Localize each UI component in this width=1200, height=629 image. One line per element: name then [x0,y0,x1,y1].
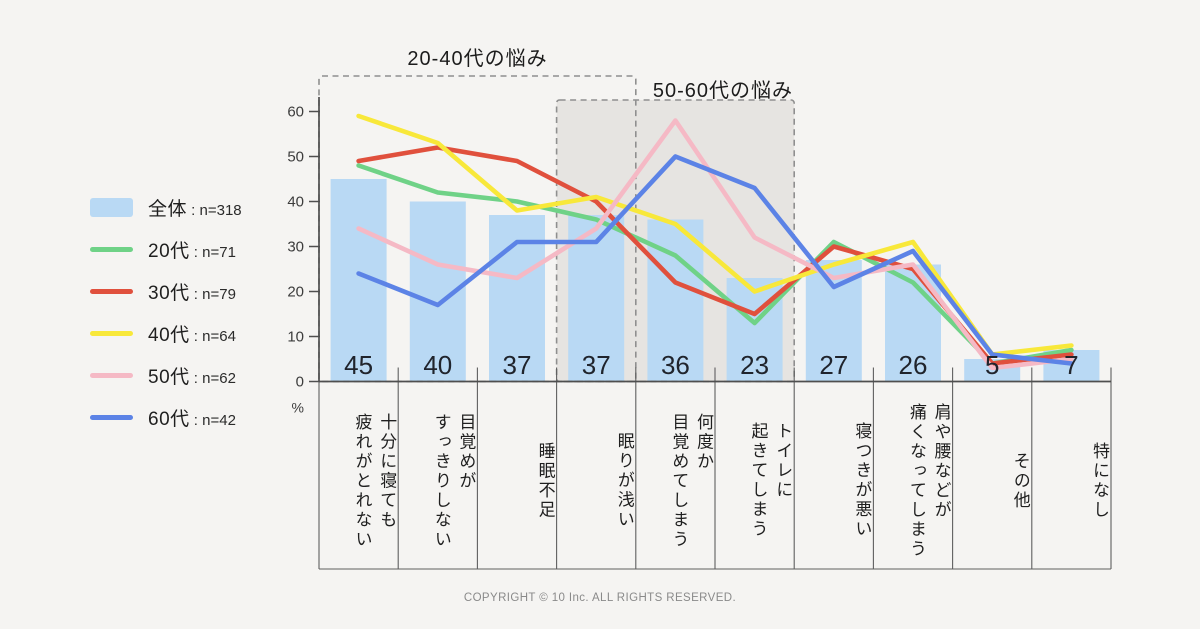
legend-series-name: 40代 [148,324,190,346]
line-series-60代 [356,154,1074,366]
legend-item-label: 20代 : n=71 [148,236,236,263]
bar-value-label-1: 40 [423,350,452,380]
swatch-color [90,414,133,420]
bar-value-label-8: 5 [985,350,999,380]
y-tick-label-10: 10 [287,329,304,346]
legend-series-count: : n=318 [187,201,242,219]
legend-series-name: 全体 [148,198,188,220]
category-label-3: 眠りが浅い [614,432,634,530]
legend-item-label: 50代 : n=62 [148,362,236,389]
legend-item-2: 30代 : n=79 [90,270,242,312]
legend-series-count: : n=64 [189,327,236,345]
category-label-9: 特になし [1089,441,1109,520]
y-axis-unit-label: % [292,400,304,416]
annotation-label-20-40: 20-40代の悩み [407,48,548,70]
bar-value-label-0: 45 [344,350,373,380]
y-tick-label-30: 30 [287,239,304,256]
legend-item-label: 40代 : n=64 [148,320,236,347]
legend-series-name: 20代 [148,240,190,262]
legend-item-label: 60代 : n=42 [148,404,236,431]
legend-line-swatch [90,246,133,252]
legend-series-count: : n=62 [189,369,236,387]
swatch-color [90,372,133,378]
bar-value-label-4: 36 [661,350,690,380]
bar-value-label-2: 37 [503,350,532,380]
y-tick-label-60: 60 [287,104,304,121]
swatch-color [90,288,133,294]
legend-item-3: 40代 : n=64 [90,312,242,354]
y-tick-label-0: 0 [296,374,304,391]
y-tick-label-20: 20 [287,284,304,301]
y-tick-label-40: 40 [287,194,304,211]
category-label-7: 肩や腰などが 痛くなってしまう [906,402,951,559]
annotation-label-50-60: 50-60代の悩み [652,80,793,102]
copyright-text: COPYRIGHT © 10 Inc. ALL RIGHTS RESERVED. [463,592,737,604]
legend-series-count: : n=71 [189,243,236,261]
legend-series-name: 30代 [148,282,190,304]
category-label-5: トイレに 起きてしまう [748,422,793,540]
legend-item-1: 20代 : n=71 [90,228,242,270]
category-label-0: 十分に寝ても 疲れがとれない [352,412,397,550]
line-series-40代 [356,113,1074,357]
category-label-6: 寝つきが悪い [852,422,872,540]
swatch-color [90,330,133,336]
legend-line-swatch [90,288,133,294]
category-label-1: 目覚めが すっきりしない [431,412,476,550]
legend-series-count: : n=42 [189,411,236,429]
swatch-color [90,246,133,252]
legend-bar-swatch [90,197,133,217]
legend-item-label: 30代 : n=79 [148,278,236,305]
legend-line-swatch [90,330,133,336]
legend: 全体 : n=318 20代 : n=71 30代 : n=79 40代 : n=64… [90,186,242,438]
legend-line-swatch [90,372,133,378]
category-label-4: 何度か 目覚めてしまう [669,412,713,550]
bar-value-label-3: 37 [582,350,611,380]
legend-item-label: 全体 : n=318 [148,194,242,221]
legend-item-0: 全体 : n=318 [90,186,242,228]
legend-series-name: 50代 [148,366,190,388]
legend-series-count: : n=79 [189,285,236,303]
bar-value-label-5: 23 [740,350,769,380]
legend-item-4: 50代 : n=62 [90,354,242,396]
legend-series-name: 60代 [148,408,190,430]
swatch-color [90,197,133,217]
bar-value-label-9: 7 [1064,350,1078,380]
bar-value-label-6: 27 [819,350,848,380]
legend-item-5: 60代 : n=42 [90,396,242,438]
y-tick-label-50: 50 [287,149,304,166]
line-series-20代 [356,163,1074,366]
legend-line-swatch [90,414,133,420]
category-label-2: 睡眠不足 [535,441,555,520]
bar-value-label-7: 26 [899,350,928,380]
category-label-8: その他 [1010,451,1030,511]
